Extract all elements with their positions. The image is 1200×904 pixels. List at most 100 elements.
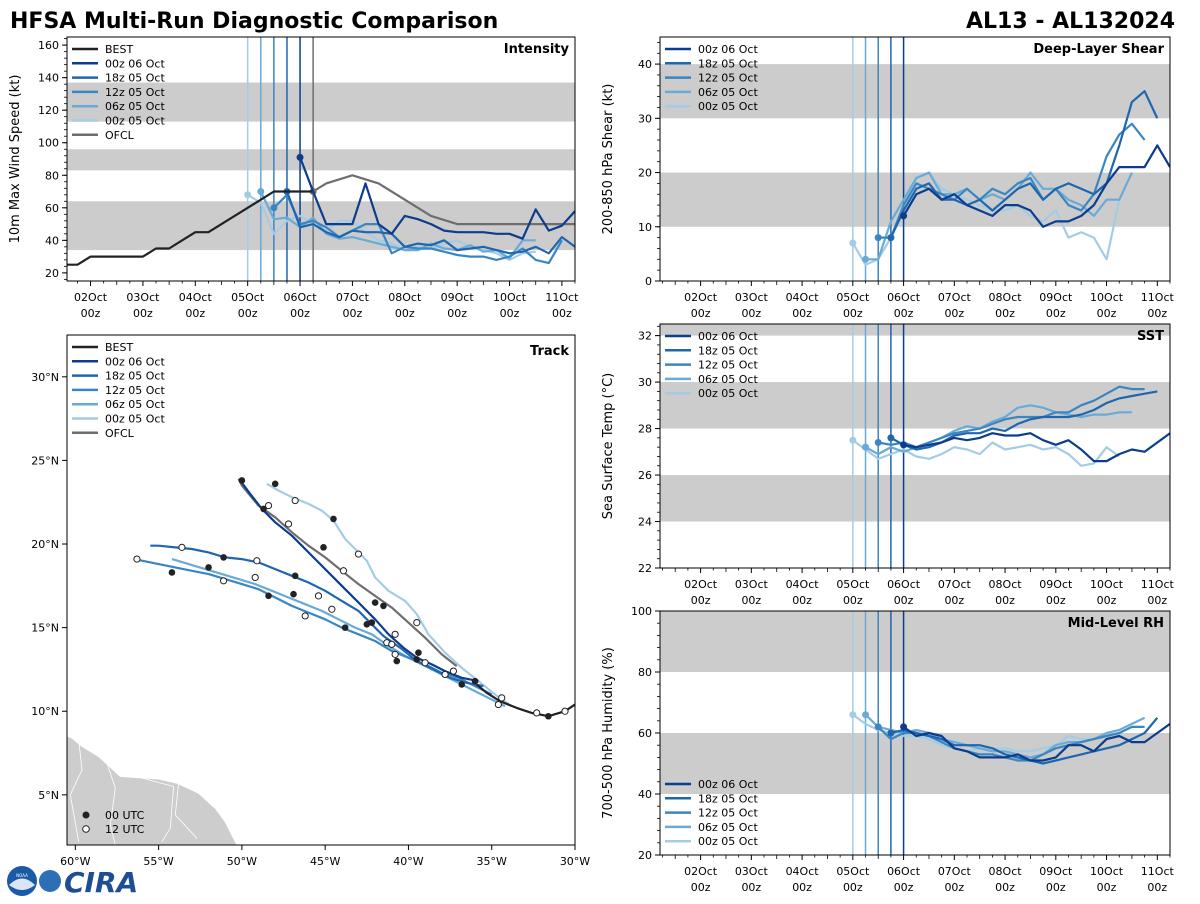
legend-label: 12z 05 Oct [698,72,758,85]
y-tick-label: 160 [38,39,59,52]
series-start-marker [296,153,304,161]
x-tick-label-hour: 00z [1097,307,1117,320]
x-tick-label-date: 02Oct [684,291,718,304]
lat-tick-label: 5°N [38,789,59,802]
series-start-marker [244,191,252,199]
legend-label: 06z 05 Oct [698,373,758,386]
series-line-00z-06-oct [902,144,1170,228]
marker-12utc [498,694,506,702]
y-tick-label: 26 [638,469,652,482]
marker-12utc [328,605,336,613]
marker-00utc [341,624,349,631]
lat-tick-label: 20°N [31,538,59,551]
x-tick-label-hour: 00z [81,307,101,320]
x-tick-label-date: 07Oct [938,865,972,878]
x-tick-label-hour: 00z [995,594,1015,607]
x-tick-label-date: 04Oct [786,291,820,304]
x-tick-label-date: 08Oct [388,291,422,304]
x-tick-label-date: 10Oct [493,291,527,304]
lon-tick-label: 45°W [310,855,340,868]
marker-00utc [238,477,246,484]
series-line-ofcl [312,174,575,226]
y-tick-label: 10 [638,221,652,234]
x-tick-label-date: 10Oct [1090,578,1124,591]
lon-tick-label: 40°W [393,855,423,868]
y-tick-label: 100 [631,605,652,618]
y-tick-label: 28 [638,423,652,436]
x-tick-label-hour: 00z [447,307,467,320]
legend-label: 00z 05 Oct [698,387,758,400]
marker-00utc [260,505,267,513]
x-tick-label-date: 08Oct [989,578,1023,591]
x-tick-label-date: 06Oct [887,291,921,304]
series-start-marker [849,436,857,444]
x-tick-label-date: 05Oct [836,578,870,591]
panel-title: Intensity [504,42,570,57]
south-america-land [67,735,238,845]
legend-label: 00z 05 Oct [698,835,758,848]
x-tick-label-hour: 00z [843,594,863,607]
marker-12utc [391,630,399,638]
lon-tick-label: 30°W [560,855,590,868]
y-tick-label: 60 [638,727,652,740]
marker-12utc [388,640,396,648]
x-tick-label-date: 03Oct [735,865,769,878]
plot-area [660,37,1170,281]
marker-12utc [339,567,348,575]
x-tick-label-hour: 00z [1147,307,1167,320]
marker-12utc [314,592,323,600]
x-tick-label-date: 11Oct [1141,291,1175,304]
series-start-marker [887,729,895,737]
x-tick-label-date: 05Oct [836,291,870,304]
cira-text: CIRA [64,866,138,899]
legend-marker-00utc [82,811,90,819]
marker-12utc [441,670,449,679]
category-band [67,82,575,122]
noaa-wave-icon [9,878,35,890]
x-tick-label-hour: 00z [552,307,572,320]
lat-tick-label: 10°N [31,705,59,718]
x-tick-label-hour: 00z [792,594,812,607]
x-tick-label-date: 04Oct [179,291,213,304]
panel-title: Track [530,344,569,359]
y-tick-label: 20 [638,849,652,862]
series-line-18z-05-oct [285,191,575,255]
marker-12utc [133,555,141,563]
marker-00utc [393,657,401,665]
x-tick-label-hour: 00z [1147,594,1167,607]
legend-label: 18z 05 Oct [698,57,758,70]
x-tick-label-hour: 00z [691,307,711,320]
country-border [69,739,83,842]
plot-area [660,324,1170,568]
lon-tick-label: 55°W [143,855,173,868]
y-tick-label: 100 [38,137,59,150]
series-start-marker [849,239,857,247]
marker-12utc [301,612,309,620]
marker-00utc [220,554,227,561]
marker-00utc [545,712,552,720]
x-tick-label-date: 07Oct [938,291,972,304]
legend-label: 06z 05 Oct [698,86,758,99]
plot-frame [66,36,576,282]
x-tick-label-date: 04Oct [786,865,820,878]
series-start-marker [257,188,265,196]
x-tick-label-date: 02Oct [74,291,108,304]
noaa-text: NOAA [16,873,28,878]
series-start-marker [900,441,908,449]
x-tick-label-date: 09Oct [1039,865,1073,878]
x-tick-label-date: 11Oct [1141,578,1175,591]
map-frame [66,334,576,846]
marker-00utc [330,515,337,523]
marker-00utc [291,572,299,580]
marker-00utc [265,592,272,600]
marker-00utc [271,480,279,488]
legend-label: 18z 05 Oct [105,370,165,383]
category-band [660,475,1170,522]
marker-12utc [561,707,569,715]
marker-12utc [354,550,363,558]
marker-00utc [368,619,376,626]
x-tick-label-hour: 00z [1147,881,1167,894]
x-tick-label-date: 04Oct [786,578,820,591]
x-tick-label-date: 03Oct [735,291,769,304]
